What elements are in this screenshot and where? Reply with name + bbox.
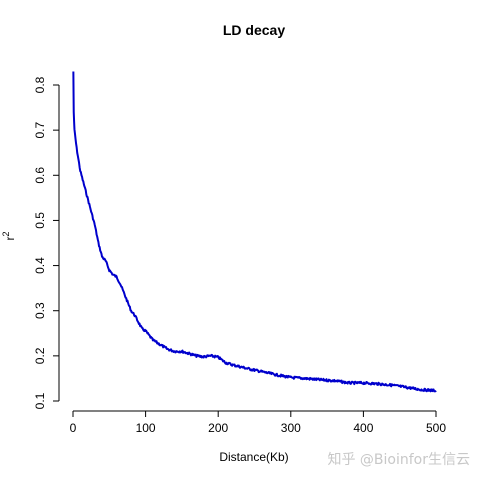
x-tick-label: 400 xyxy=(353,421,373,435)
y-tick-label: 0.2 xyxy=(33,347,47,364)
x-axis: 0 100 200 300 400 500 xyxy=(70,410,446,435)
x-tick-label: 0 xyxy=(70,421,77,435)
y-tick-label: 0.7 xyxy=(33,121,47,138)
x-tick-label: 200 xyxy=(208,421,228,435)
x-tick-label: 300 xyxy=(281,421,301,435)
watermark-text: 知乎 @Bioinfor生信云 xyxy=(327,451,470,468)
ld-decay-series-line xyxy=(72,71,437,393)
y-tick-label: 0.3 xyxy=(33,302,47,319)
y-axis: 0.1 0.2 0.3 0.4 0.5 0.6 0.7 0.8 xyxy=(33,76,60,409)
y-tick-label: 0.4 xyxy=(33,257,47,274)
x-tick-label: 500 xyxy=(426,421,446,435)
y-tick-label: 0.5 xyxy=(33,212,47,229)
y-axis-label-superscript: 2 xyxy=(1,231,11,236)
series-layer xyxy=(72,71,437,393)
y-tick-label: 0.8 xyxy=(33,76,47,93)
y-tick-label: 0.6 xyxy=(33,167,47,184)
y-axis-label: r2 xyxy=(1,231,17,240)
x-tick-label: 100 xyxy=(136,421,156,435)
y-axis-label-base: r xyxy=(3,237,17,241)
x-axis-label: Distance(Kb) xyxy=(219,450,288,464)
chart-title: LD decay xyxy=(223,22,285,38)
y-tick-label: 0.1 xyxy=(33,392,47,409)
